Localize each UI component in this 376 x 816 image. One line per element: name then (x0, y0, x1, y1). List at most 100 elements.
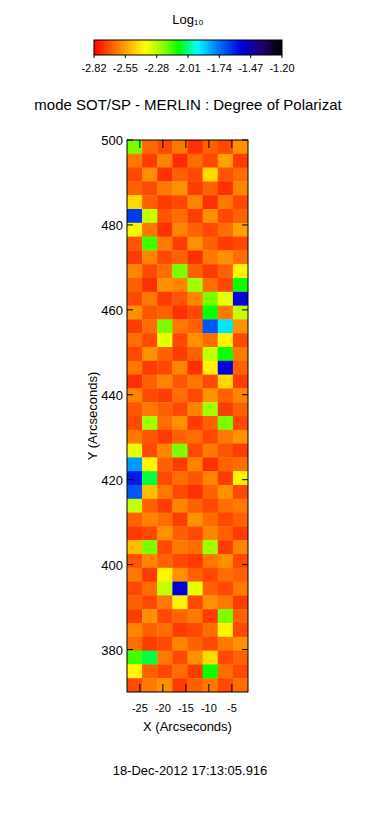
cell (172, 402, 188, 416)
cell (172, 637, 188, 651)
cell (188, 651, 204, 665)
cell (203, 651, 219, 665)
cell (203, 223, 219, 237)
cell (188, 430, 204, 444)
cell (188, 678, 204, 692)
y-tick-label: 500 (101, 133, 123, 148)
cell (233, 361, 248, 375)
cell (233, 526, 248, 540)
cell (157, 678, 173, 692)
cell (127, 678, 143, 692)
cell (157, 471, 173, 485)
cell (157, 154, 173, 168)
cell (157, 664, 173, 678)
y-tick (127, 394, 133, 395)
cell (218, 250, 234, 264)
cell (188, 388, 204, 402)
cell (233, 637, 248, 651)
cell (188, 306, 204, 320)
cell (218, 278, 234, 292)
cell (188, 609, 204, 623)
cell (218, 430, 234, 444)
cell (127, 195, 143, 209)
y-tick-label: 480 (101, 218, 123, 233)
cell (172, 430, 188, 444)
cell (203, 582, 219, 596)
cell (172, 664, 188, 678)
x-tick (139, 684, 140, 692)
y-tick (242, 479, 248, 480)
cell (157, 181, 173, 195)
cell (172, 499, 188, 513)
cell (203, 568, 219, 582)
cell (172, 554, 188, 568)
cell (233, 237, 248, 251)
cell (142, 526, 158, 540)
cell (142, 444, 158, 458)
cell (157, 209, 173, 223)
cell (233, 457, 248, 471)
cell (172, 388, 188, 402)
y-tick (127, 479, 133, 480)
cell (127, 457, 143, 471)
cell (218, 223, 234, 237)
cell (188, 623, 204, 637)
colorbar-tick (94, 55, 95, 58)
cell (233, 499, 248, 513)
y-tick (127, 224, 133, 225)
y-tick (242, 309, 248, 310)
cell (188, 361, 204, 375)
cell (218, 664, 234, 678)
y-tick (127, 309, 133, 310)
cell (233, 181, 248, 195)
cell (127, 237, 143, 251)
cell (188, 471, 204, 485)
cell (233, 402, 248, 416)
cell (142, 402, 158, 416)
cell (188, 195, 204, 209)
cell (233, 471, 248, 485)
y-tick-label: 460 (101, 303, 123, 318)
cell (218, 609, 234, 623)
cell (233, 306, 248, 320)
cell (203, 375, 219, 389)
cell (127, 485, 143, 499)
cell (218, 568, 234, 582)
cell (142, 513, 158, 527)
x-tick-label: -5 (227, 702, 237, 714)
cell (218, 678, 234, 692)
cell (233, 333, 248, 347)
cell (127, 361, 143, 375)
colorbar-tick (282, 55, 283, 58)
cell (127, 609, 143, 623)
cell (233, 388, 248, 402)
colorbar-tick-label: -1.74 (207, 62, 232, 74)
cell (203, 485, 219, 499)
cell (157, 333, 173, 347)
cell (127, 347, 143, 361)
cell (127, 444, 143, 458)
x-tick (231, 140, 232, 148)
cell (157, 485, 173, 499)
cell (203, 209, 219, 223)
cell (203, 678, 219, 692)
cell (233, 513, 248, 527)
cell (233, 209, 248, 223)
cell (233, 444, 248, 458)
cell (127, 250, 143, 264)
cell (142, 651, 158, 665)
cell (188, 637, 204, 651)
cell (233, 375, 248, 389)
cell (172, 485, 188, 499)
cell (233, 485, 248, 499)
cell (142, 209, 158, 223)
cell (188, 554, 204, 568)
cell (203, 181, 219, 195)
annotation: 18-Dec-2012 17:13:05.916 (113, 763, 268, 778)
y-tick-label: 440 (101, 388, 123, 403)
cell (157, 444, 173, 458)
cell (203, 430, 219, 444)
cell (127, 499, 143, 513)
cell (218, 526, 234, 540)
cell (157, 278, 173, 292)
